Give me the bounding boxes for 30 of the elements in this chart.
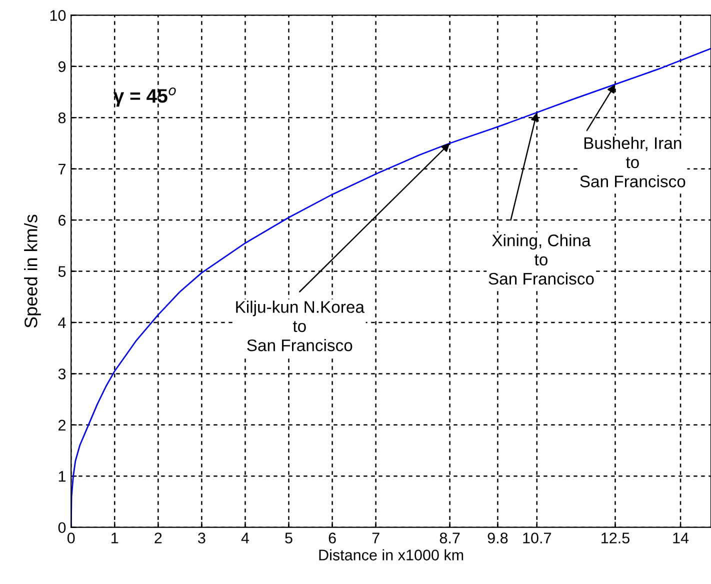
x-tick-label: 9.8 [488,532,508,544]
y-tick-label: 1 [58,471,66,482]
y-tick-label: 9 [58,61,66,72]
x-tick-label: 7 [372,532,380,544]
x-axis-title: Distance in x1000 km [319,549,464,560]
x-tick-label: 0 [67,532,75,544]
annotation: Kilju-kun N.Korea to San Francisco [236,300,364,352]
y-tick-label: 2 [58,420,66,430]
x-tick-label: 12.5 [602,532,630,544]
annotation: γ = 45$^{o}$ [113,88,176,107]
annotation: Bushehr, Iran to San Francisco [580,136,686,188]
x-tick-label: 4 [241,532,250,544]
x-tick-label: 2 [154,532,162,544]
y-tick-label: 5 [58,266,66,277]
x-tick-label: 10.7 [523,532,551,544]
y-tick-label: 0 [58,522,66,534]
x-tick-label: 1 [112,532,118,544]
x-tick-label: 8.7 [440,532,460,544]
y-axis-title: Speed in km/s [24,214,41,328]
y-tick-label: 8 [58,112,66,124]
y-tick-label: 4 [58,318,66,328]
y-tick-label: 10 [50,10,66,21]
x-tick-label: 5 [285,532,292,544]
y-tick-label: 6 [58,214,66,226]
y-tick-label: 7 [58,164,66,174]
x-tick-label: 6 [328,532,336,544]
x-tick-label: 3 [198,532,206,544]
annotation: Xining, China to San Francisco [488,234,594,285]
y-tick-label: 3 [58,368,66,380]
x-tick-label: 14 [673,532,689,544]
